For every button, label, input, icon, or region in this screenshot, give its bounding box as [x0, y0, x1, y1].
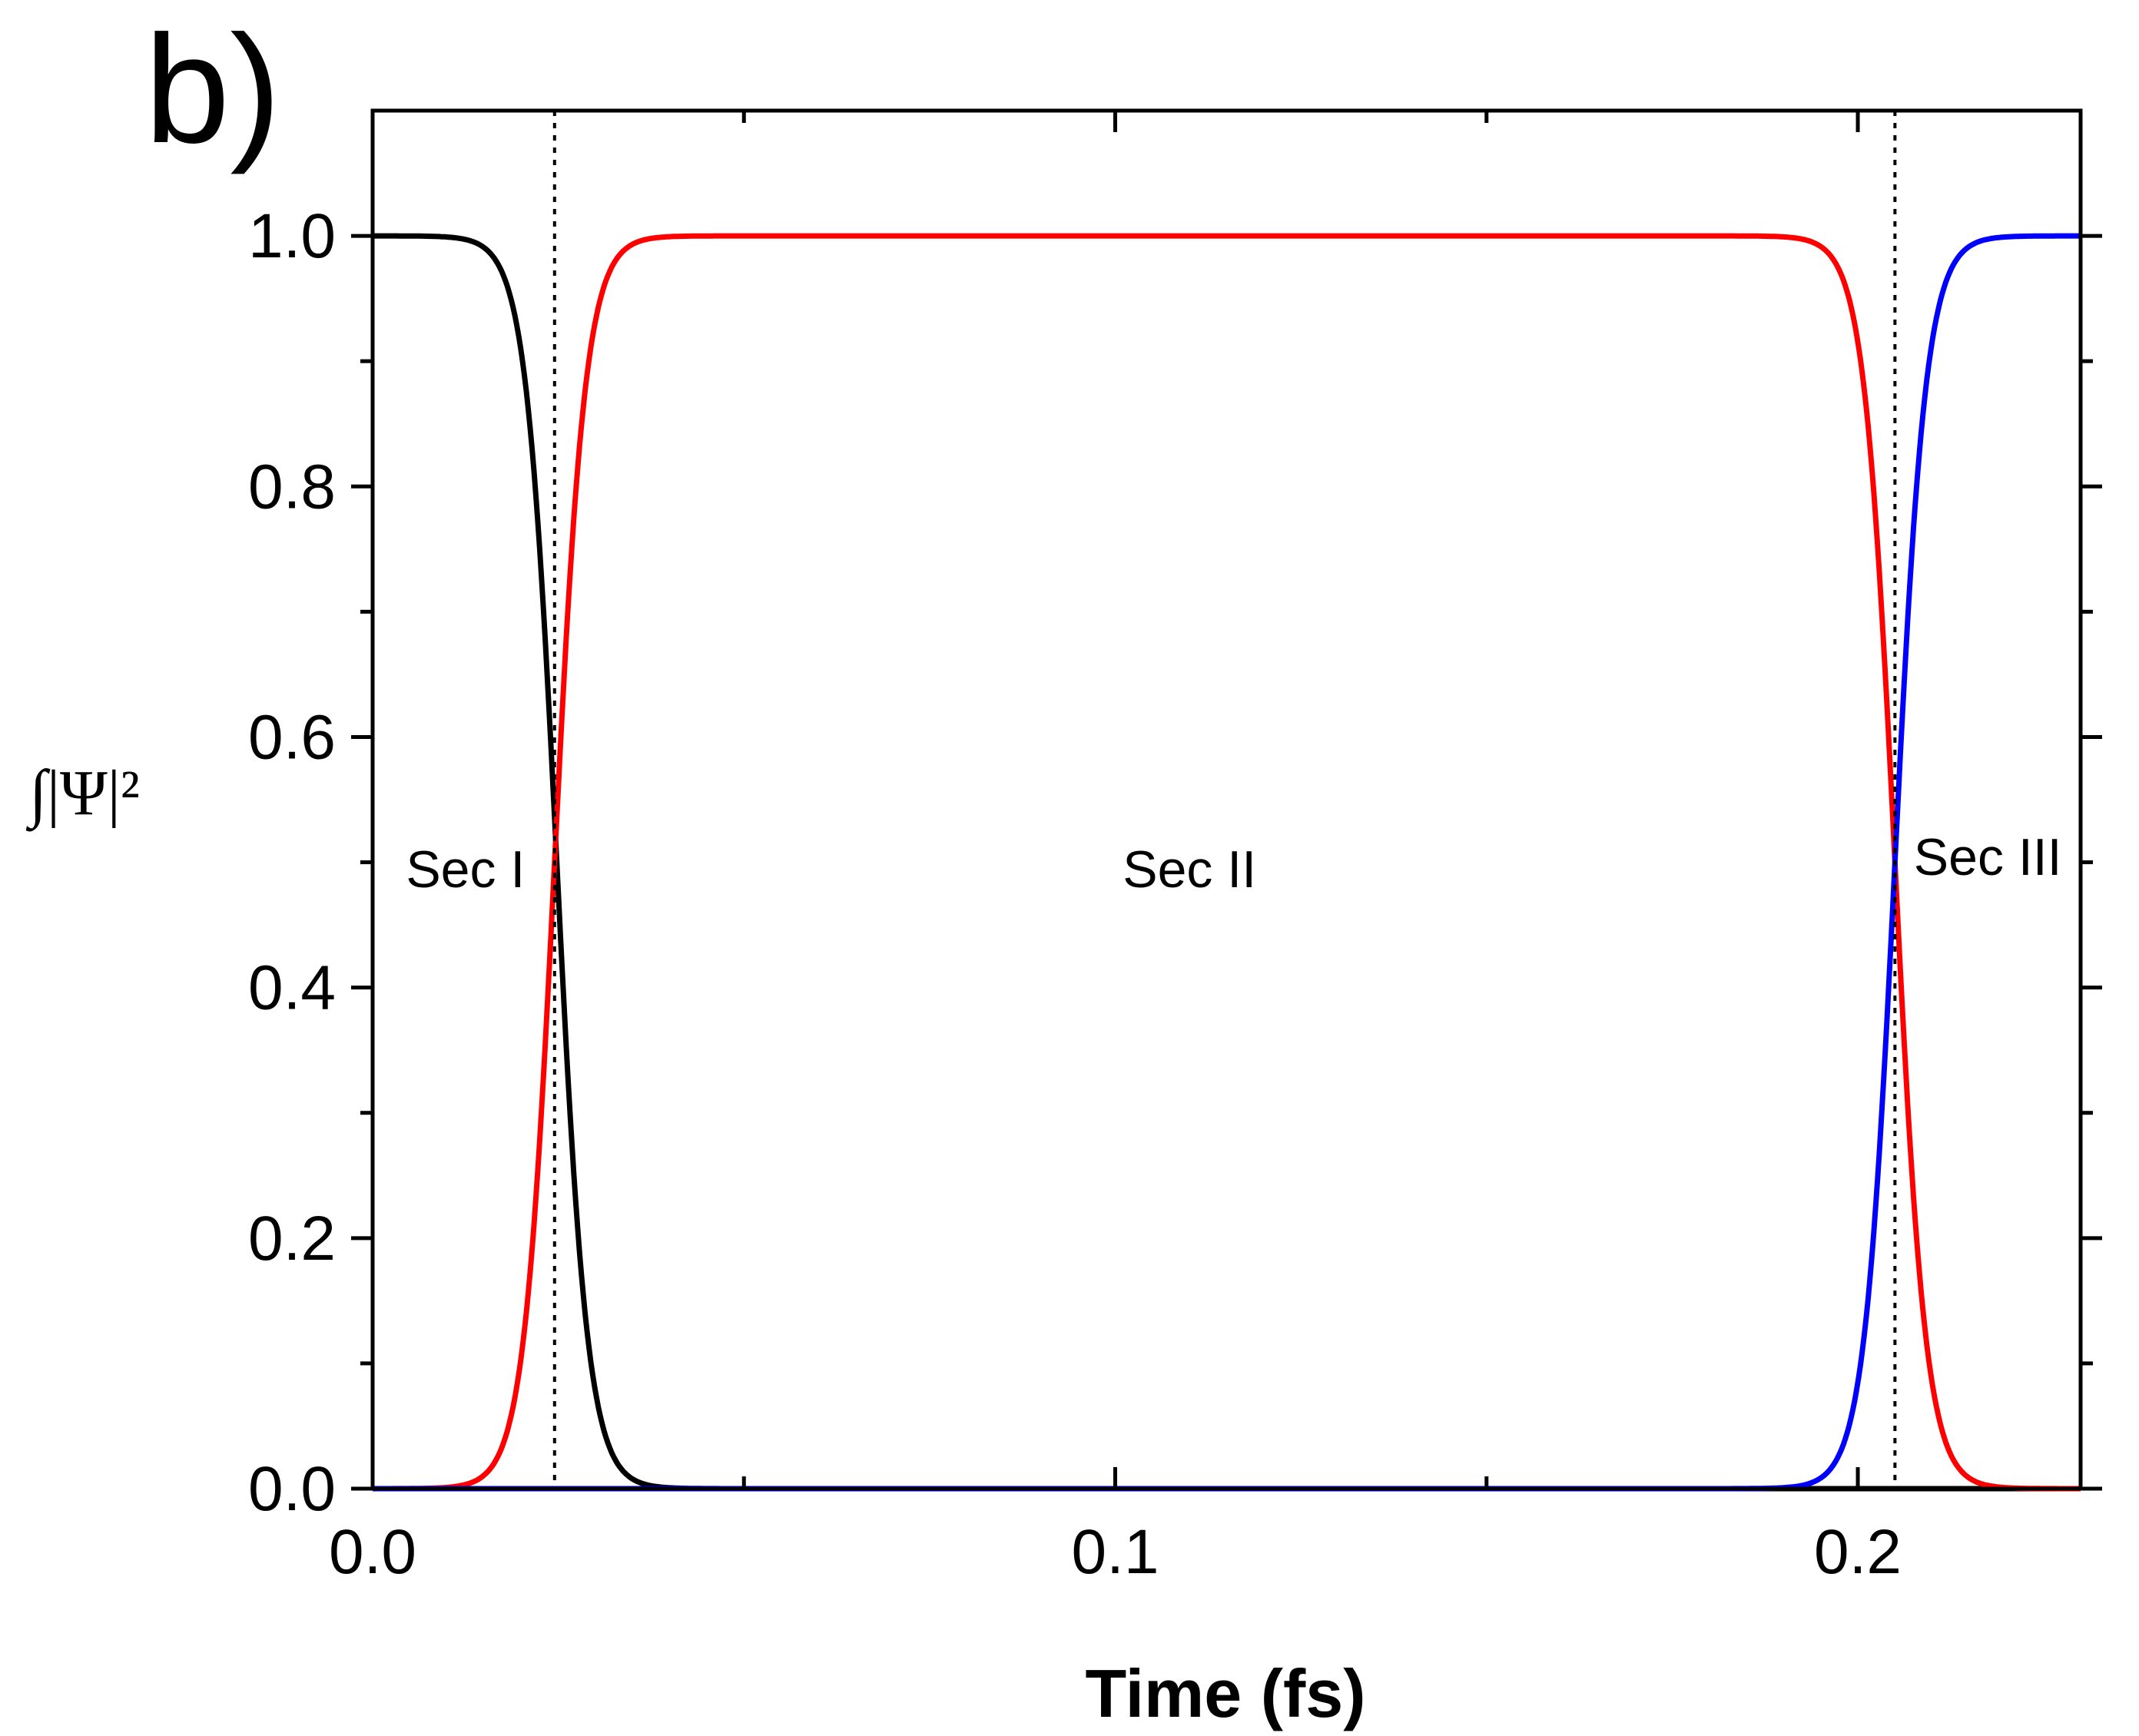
plot-frame: [370, 108, 2083, 1491]
tick-label-layer: 0.0 0.1 0.2 0.0 0.2 0.4 0.6 0.8 1.0: [248, 201, 1902, 1587]
section-annotation: Sec II: [1123, 840, 1256, 899]
series-line-sec-ii-population: [372, 233, 2081, 1492]
axes-layer: [351, 108, 2102, 1491]
section-annotation: Sec III: [1914, 828, 2062, 886]
x-tick-label: 0.1: [1072, 1517, 1159, 1587]
y-tick-label: 0.2: [248, 1204, 336, 1274]
x-tick-label: 0.0: [329, 1517, 416, 1587]
y-tick-label: 1.0: [248, 201, 336, 271]
x-tick-label: 0.2: [1814, 1517, 1902, 1587]
y-tick-label: 0.8: [248, 452, 336, 522]
y-tick-label: 0.0: [248, 1454, 336, 1524]
y-tick-label: 0.6: [248, 702, 336, 772]
section-annotation: Sec I: [406, 840, 525, 899]
y-axis-title: ∫|Ψ|²: [25, 757, 140, 832]
y-tick-label: 0.4: [248, 953, 336, 1023]
annotation-layer: Sec I Sec II Sec III: [406, 828, 2061, 899]
x-axis-title: Time (fs): [1085, 1655, 1365, 1731]
panel-label: b): [144, 4, 281, 175]
boundary-layer: [552, 111, 1897, 1489]
